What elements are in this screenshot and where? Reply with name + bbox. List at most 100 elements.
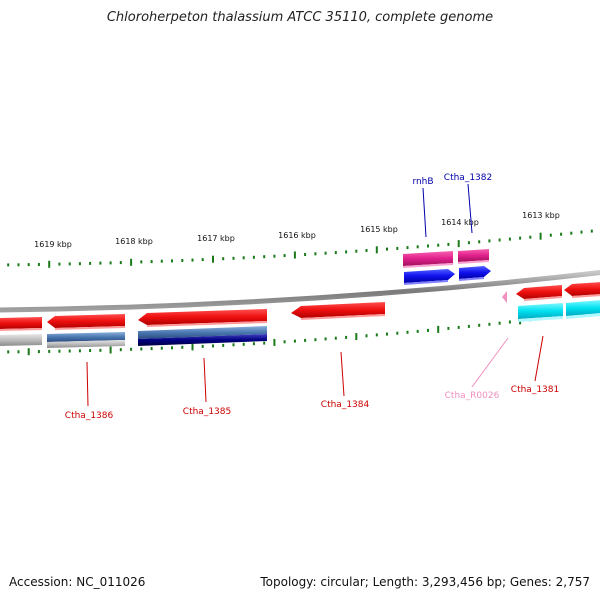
lower-tick-minor: [263, 341, 266, 345]
feature-ctha1386-red[interactable]: [47, 314, 125, 330]
lower-tick-minor: [201, 344, 204, 348]
upper-tick-minor: [406, 246, 409, 250]
lower-tick-minor: [508, 320, 511, 324]
upper-tick-minor: [314, 252, 317, 256]
upper-tick-minor: [7, 263, 10, 267]
lower-tick-minor: [396, 331, 399, 335]
lower-tick-minor: [181, 345, 184, 349]
gene-label-rnhB[interactable]: rnhB: [412, 177, 433, 187]
upper-tick-major: [375, 246, 378, 254]
lower-tick-minor: [467, 324, 470, 328]
leader-line-ctha1382: [467, 183, 473, 234]
upper-tick-minor: [273, 254, 276, 258]
lower-tick-minor: [7, 350, 10, 354]
upper-tick-minor: [508, 237, 511, 241]
lower-tick-minor: [68, 349, 71, 353]
lower-tick-minor: [119, 348, 122, 352]
lower-tick-minor: [17, 350, 20, 354]
lower-tick-minor: [283, 340, 286, 344]
upper-tick-minor: [416, 245, 419, 249]
gene-label-ctha-r0026[interactable]: Ctha_R0026: [445, 391, 500, 401]
lower-tick-minor: [386, 332, 388, 336]
lower-tick-minor: [324, 337, 327, 341]
upper-tick-minor: [109, 261, 112, 265]
upper-tick-minor: [478, 240, 481, 244]
scale-label-1618: 1618 kbp: [115, 237, 153, 246]
lower-tick-minor: [58, 349, 61, 353]
feature-ctha-r0026-rna[interactable]: [502, 291, 507, 303]
lower-tick-major: [191, 343, 194, 351]
upper-tick-minor: [150, 260, 153, 264]
lower-tick-minor: [334, 336, 337, 340]
gene-label-ctha1382[interactable]: Ctha_1382: [444, 173, 492, 183]
lower-tick-minor: [488, 322, 491, 326]
lower-tick-minor: [222, 343, 225, 347]
accession-text: Accession: NC_011026: [9, 575, 146, 589]
upper-tick-minor: [99, 261, 102, 265]
lower-tick-minor: [345, 335, 348, 339]
upper-tick-minor: [304, 253, 307, 256]
feature-ctha1384-red[interactable]: [291, 302, 385, 320]
upper-tick-major: [293, 251, 296, 259]
lower-tick-minor: [447, 326, 450, 330]
feature-ctha1381-red[interactable]: [516, 285, 562, 301]
feature-ctha1386-steel[interactable]: [47, 332, 125, 348]
lower-tick-minor: [130, 347, 133, 351]
feature-ctha1380-red[interactable]: [564, 282, 600, 298]
leader-line-ctha1386: [86, 361, 89, 407]
feature-ctha1382-blue[interactable]: [459, 266, 491, 281]
gene-label-ctha1385[interactable]: Ctha_1385: [183, 407, 231, 417]
upper-tick-minor: [68, 262, 71, 266]
lower-tick-minor: [37, 350, 40, 354]
feature-ctha1380-cyan[interactable]: [566, 300, 600, 319]
feature-grey-left[interactable]: [0, 334, 42, 346]
upper-tick-minor: [37, 263, 40, 266]
upper-tick-minor: [17, 263, 20, 267]
feature-ctha1382-magenta[interactable]: [458, 249, 489, 264]
feature-rnhB-magenta[interactable]: [403, 251, 453, 268]
upper-tick-minor: [283, 254, 286, 258]
lower-tick-major: [273, 338, 276, 346]
lower-tick-minor: [365, 334, 368, 338]
upper-tick-major: [48, 260, 51, 268]
lower-tick-minor: [427, 328, 429, 332]
feature-rnhB-blue[interactable]: [404, 269, 455, 285]
upper-tick-minor: [498, 238, 501, 242]
upper-tick-minor: [437, 243, 440, 247]
leader-line-ctha1385: [203, 357, 207, 403]
lower-tick-major: [437, 325, 440, 333]
gene-label-ctha1381[interactable]: Ctha_1381: [511, 385, 559, 395]
upper-tick-minor: [201, 258, 204, 262]
upper-tick-minor: [590, 229, 593, 233]
lower-tick-minor: [314, 338, 317, 342]
upper-tick-minor: [263, 255, 266, 259]
feature-ctha1386-red-left[interactable]: [0, 317, 42, 331]
upper-tick-minor: [252, 255, 255, 259]
upper-tick-minor: [529, 235, 532, 239]
feature-ctha1381-cyan[interactable]: [518, 303, 563, 322]
upper-tick-minor: [89, 261, 92, 265]
lower-tick-minor: [242, 342, 245, 346]
upper-tick-major: [539, 232, 542, 240]
upper-tick-minor: [488, 239, 491, 243]
lower-tick-minor: [140, 347, 143, 351]
lower-tick-minor: [89, 349, 92, 352]
lower-tick-major: [355, 333, 358, 341]
feature-ctha1385-steel[interactable]: [138, 326, 267, 346]
scale-label-1613: 1613 kbp: [522, 211, 560, 220]
gene-label-ctha1384[interactable]: Ctha_1384: [321, 400, 370, 410]
upper-tick-minor: [560, 232, 563, 236]
scale-label-1616: 1616 kbp: [278, 231, 316, 240]
gene-label-ctha1386[interactable]: Ctha_1386: [65, 411, 114, 421]
lower-tick-minor: [78, 349, 81, 353]
scale-label-1615: 1615 kbp: [360, 225, 398, 234]
lower-tick-minor: [150, 347, 153, 351]
lower-tick-minor: [375, 333, 378, 337]
upper-tick-major: [212, 255, 214, 263]
lower-tick-major: [27, 348, 30, 356]
feature-ctha1385-red[interactable]: [138, 309, 267, 327]
lower-tick-minor: [171, 346, 173, 350]
lower-tick-minor: [406, 330, 409, 334]
upper-tick-minor: [365, 249, 368, 252]
